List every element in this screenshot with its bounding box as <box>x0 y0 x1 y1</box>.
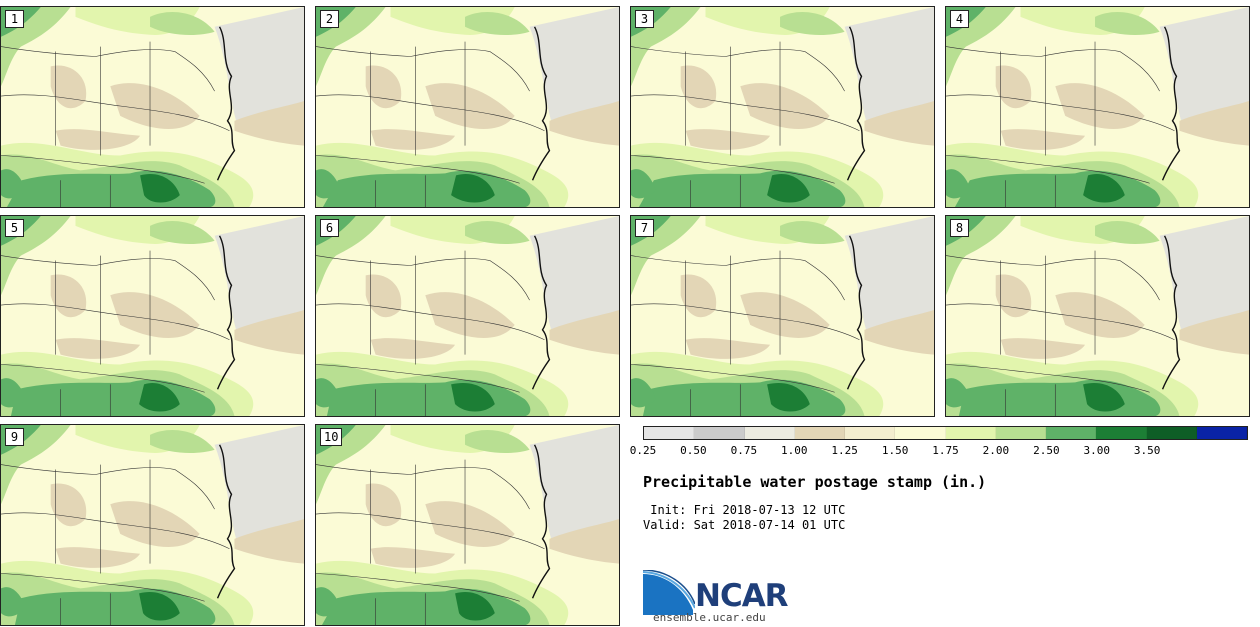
init-time: Init: Fri 2018-07-13 12 UTC <box>643 503 846 517</box>
ncar-logo[interactable]: NCAR <box>642 569 793 615</box>
colorbar-tick-label: 0.75 <box>730 444 758 457</box>
map <box>1 216 304 416</box>
postage-stamp-panel: 1 <box>0 6 305 208</box>
colorbar-tick-label: 1.00 <box>781 444 808 457</box>
map <box>1 425 304 625</box>
postage-stamp-panel: 10 <box>315 424 620 626</box>
colorbar-tick-label: 3.00 <box>1083 444 1111 457</box>
member-number: 10 <box>320 428 343 446</box>
member-number: 2 <box>320 10 339 28</box>
member-number: 4 <box>950 10 969 28</box>
colorbar-tick-label: 1.75 <box>932 444 959 457</box>
plot-title: Precipitable water postage stamp (in.) <box>643 473 987 491</box>
map <box>631 216 934 416</box>
postage-stamp-panel: 4 <box>945 6 1250 208</box>
colorbar-tick-label: 2.00 <box>982 444 1010 457</box>
colorbar-swatch <box>995 427 1046 439</box>
colorbar-swatch <box>845 427 896 439</box>
colorbar-swatch <box>744 427 795 439</box>
member-number: 3 <box>635 10 654 28</box>
postage-stamp-panel: 6 <box>315 215 620 417</box>
colorbar-tick-label: 3.50 <box>1133 444 1161 457</box>
map <box>316 7 619 207</box>
member-number: 7 <box>635 219 654 237</box>
postage-stamp-panel: 9 <box>0 424 305 626</box>
colorbar-tick-label: 1.50 <box>881 444 909 457</box>
colorbar-swatch <box>644 427 695 439</box>
postage-stamp-panel: 5 <box>0 215 305 417</box>
valid-time: Valid: Sat 2018-07-14 01 UTC <box>643 518 846 532</box>
colorbar-swatch <box>895 427 946 439</box>
colorbar-swatch <box>945 427 996 439</box>
map <box>946 7 1249 207</box>
colorbar-tick-label: 1.25 <box>831 444 858 457</box>
colorbar-tick-label: 0.50 <box>680 444 707 457</box>
colorbar-swatch <box>694 427 745 439</box>
postage-stamp-panel: 8 <box>945 215 1250 417</box>
member-number: 6 <box>320 219 339 237</box>
colorbar-ticks: 0.25 0.50 0.75 1.00 1.25 1.50 1.75 2.00 2.50 3.00… <box>630 444 1248 458</box>
map <box>316 216 619 416</box>
member-number: 5 <box>5 219 24 237</box>
colorbar <box>643 426 1248 440</box>
member-number: 1 <box>5 10 24 28</box>
map <box>316 425 619 625</box>
postage-stamp-panel: 2 <box>315 6 620 208</box>
ncar-wordmark: NCAR <box>695 578 789 614</box>
colorbar-tick-label: 0.25 <box>629 444 657 457</box>
ncar-swoosh-icon <box>642 569 696 615</box>
colorbar-swatch <box>1096 427 1147 439</box>
site-url[interactable]: ensemble.ucar.edu <box>653 611 766 624</box>
colorbar-tick-label: 2.50 <box>1033 444 1060 457</box>
colorbar-swatch <box>1046 427 1097 439</box>
member-number: 9 <box>5 428 24 446</box>
postage-stamp-panel: 7 <box>630 215 935 417</box>
colorbar-swatch <box>794 427 845 439</box>
colorbar-swatch <box>1146 427 1197 439</box>
colorbar-swatch <box>1196 427 1247 439</box>
postage-stamp-panel: 3 <box>630 6 935 208</box>
map <box>946 216 1249 416</box>
member-number: 8 <box>950 219 969 237</box>
map <box>631 7 934 207</box>
map <box>1 7 304 207</box>
